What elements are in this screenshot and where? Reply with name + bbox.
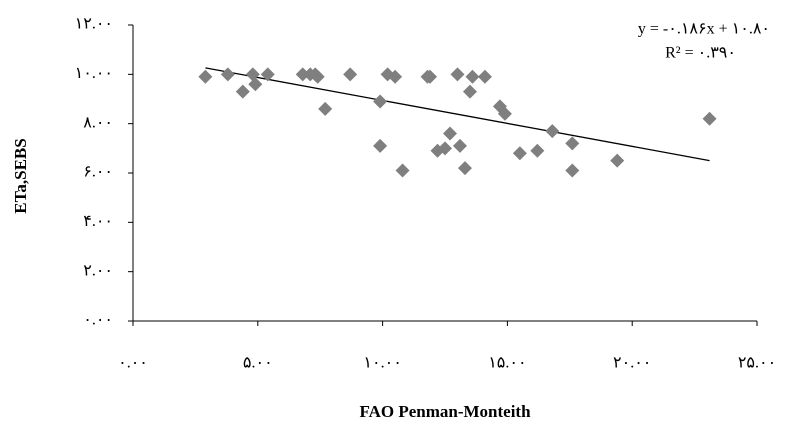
trendline bbox=[205, 67, 710, 162]
x-axis-label: FAO Penman-Monteith bbox=[359, 402, 531, 421]
trend-r2: R² = ۰.۳۹۰ bbox=[665, 45, 736, 62]
point bbox=[450, 67, 465, 82]
point bbox=[318, 101, 333, 116]
point bbox=[373, 138, 388, 153]
point bbox=[343, 67, 358, 82]
point bbox=[545, 124, 560, 139]
point bbox=[477, 69, 492, 84]
y-tick-label: ۱۲.۰۰ bbox=[75, 16, 113, 33]
point bbox=[438, 141, 452, 156]
point bbox=[610, 153, 625, 168]
point bbox=[245, 67, 260, 82]
y-tick-label: ۰.۰۰ bbox=[83, 312, 113, 329]
point bbox=[295, 67, 310, 82]
x-tick-label: ۱۰.۰۰ bbox=[363, 355, 401, 372]
point bbox=[423, 69, 438, 84]
point bbox=[388, 69, 403, 84]
y-tick-label: ۸.۰۰ bbox=[83, 114, 113, 131]
y-tick-label: ۶.۰۰ bbox=[83, 164, 113, 181]
point bbox=[462, 84, 477, 99]
y-tick-label: ۴.۰۰ bbox=[83, 213, 113, 230]
x-tick-label: ۵.۰۰ bbox=[243, 355, 273, 372]
y-tick-label: ۲.۰۰ bbox=[83, 262, 113, 279]
point bbox=[497, 106, 512, 121]
point bbox=[198, 69, 213, 84]
point bbox=[442, 126, 457, 141]
y-axis-label: ETa,SEBS bbox=[11, 138, 30, 213]
point bbox=[248, 77, 263, 92]
x-tick-label: ۱۵.۰۰ bbox=[488, 355, 526, 372]
point bbox=[702, 111, 717, 126]
point bbox=[310, 69, 325, 84]
x-tick-label: ۲۵.۰۰ bbox=[738, 355, 776, 372]
point bbox=[457, 161, 472, 176]
point bbox=[512, 146, 527, 161]
point bbox=[235, 84, 250, 99]
point bbox=[260, 67, 275, 82]
point bbox=[452, 138, 467, 153]
point bbox=[565, 163, 580, 178]
trend-equation: y = -۰.۱۸۶x + ۱۰.۸۰ bbox=[638, 21, 770, 38]
x-tick-label: ۰.۰۰ bbox=[118, 355, 148, 372]
y-tick-label: ۱۰.۰۰ bbox=[75, 65, 113, 82]
point bbox=[465, 69, 480, 84]
point bbox=[395, 163, 410, 178]
point bbox=[565, 136, 580, 151]
point bbox=[373, 94, 388, 109]
x-tick-label: ۲۰.۰۰ bbox=[613, 355, 651, 372]
point bbox=[530, 143, 545, 158]
point bbox=[220, 67, 235, 82]
